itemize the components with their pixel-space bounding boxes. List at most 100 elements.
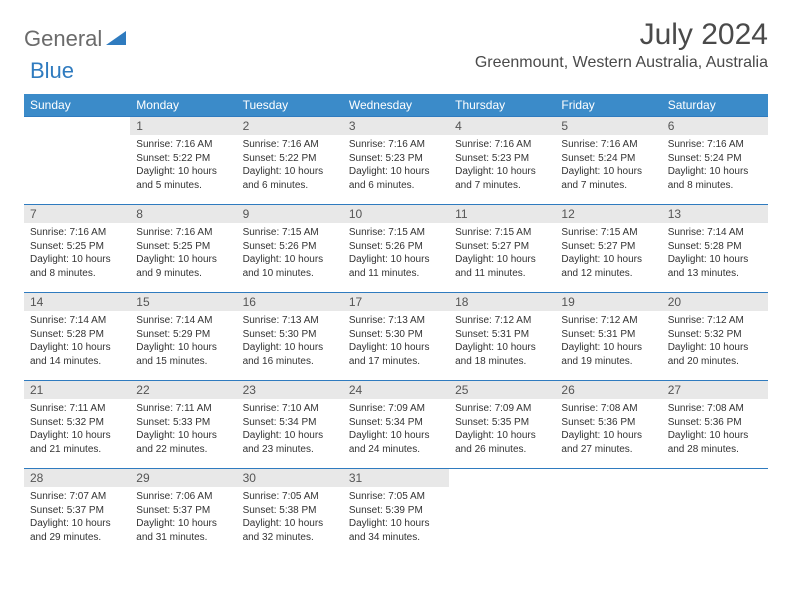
day-number: 22 xyxy=(130,381,236,399)
dayhead-sat: Saturday xyxy=(662,94,768,117)
day-body: Sunrise: 7:09 AMSunset: 5:34 PMDaylight:… xyxy=(343,399,449,460)
day-body: Sunrise: 7:16 AMSunset: 5:25 PMDaylight:… xyxy=(24,223,130,284)
title-block: July 2024 Greenmount, Western Australia,… xyxy=(475,18,768,72)
sunrise: Sunrise: 7:15 AM xyxy=(349,226,443,240)
day-cell: 24Sunrise: 7:09 AMSunset: 5:34 PMDayligh… xyxy=(343,381,449,469)
sunrise: Sunrise: 7:05 AM xyxy=(243,490,337,504)
day-cell: 17Sunrise: 7:13 AMSunset: 5:30 PMDayligh… xyxy=(343,293,449,381)
dayhead-mon: Monday xyxy=(130,94,236,117)
sunrise: Sunrise: 7:15 AM xyxy=(455,226,549,240)
daylight: Daylight: 10 hours and 8 minutes. xyxy=(668,165,762,192)
sunset: Sunset: 5:24 PM xyxy=(561,152,655,166)
daylight: Daylight: 10 hours and 20 minutes. xyxy=(668,341,762,368)
daylight: Daylight: 10 hours and 23 minutes. xyxy=(243,429,337,456)
day-number: 3 xyxy=(343,117,449,135)
dayhead-tue: Tuesday xyxy=(237,94,343,117)
sunset: Sunset: 5:30 PM xyxy=(243,328,337,342)
sunset: Sunset: 5:32 PM xyxy=(30,416,124,430)
sunrise: Sunrise: 7:10 AM xyxy=(243,402,337,416)
sunrise: Sunrise: 7:12 AM xyxy=(561,314,655,328)
day-number: 28 xyxy=(24,469,130,487)
day-body: Sunrise: 7:16 AMSunset: 5:22 PMDaylight:… xyxy=(237,135,343,196)
sunset: Sunset: 5:39 PM xyxy=(349,504,443,518)
day-cell: 21Sunrise: 7:11 AMSunset: 5:32 PMDayligh… xyxy=(24,381,130,469)
sunrise: Sunrise: 7:14 AM xyxy=(136,314,230,328)
day-body: Sunrise: 7:16 AMSunset: 5:24 PMDaylight:… xyxy=(662,135,768,196)
daylight: Daylight: 10 hours and 13 minutes. xyxy=(668,253,762,280)
day-body: Sunrise: 7:16 AMSunset: 5:22 PMDaylight:… xyxy=(130,135,236,196)
day-cell: 18Sunrise: 7:12 AMSunset: 5:31 PMDayligh… xyxy=(449,293,555,381)
sunset: Sunset: 5:37 PM xyxy=(30,504,124,518)
day-number: 6 xyxy=(662,117,768,135)
day-cell: 7Sunrise: 7:16 AMSunset: 5:25 PMDaylight… xyxy=(24,205,130,293)
day-cell: 19Sunrise: 7:12 AMSunset: 5:31 PMDayligh… xyxy=(555,293,661,381)
daylight: Daylight: 10 hours and 14 minutes. xyxy=(30,341,124,368)
sunrise: Sunrise: 7:16 AM xyxy=(30,226,124,240)
sunset: Sunset: 5:30 PM xyxy=(349,328,443,342)
day-number: 7 xyxy=(24,205,130,223)
day-body: Sunrise: 7:12 AMSunset: 5:31 PMDaylight:… xyxy=(555,311,661,372)
sunrise: Sunrise: 7:11 AM xyxy=(30,402,124,416)
day-cell: 16Sunrise: 7:13 AMSunset: 5:30 PMDayligh… xyxy=(237,293,343,381)
sunrise: Sunrise: 7:13 AM xyxy=(349,314,443,328)
daylight: Daylight: 10 hours and 34 minutes. xyxy=(349,517,443,544)
day-cell: 10Sunrise: 7:15 AMSunset: 5:26 PMDayligh… xyxy=(343,205,449,293)
sunset: Sunset: 5:22 PM xyxy=(136,152,230,166)
sunset: Sunset: 5:31 PM xyxy=(561,328,655,342)
daylight: Daylight: 10 hours and 11 minutes. xyxy=(349,253,443,280)
day-number: 9 xyxy=(237,205,343,223)
daylight: Daylight: 10 hours and 28 minutes. xyxy=(668,429,762,456)
day-number: 5 xyxy=(555,117,661,135)
day-body: Sunrise: 7:16 AMSunset: 5:24 PMDaylight:… xyxy=(555,135,661,196)
day-number: 27 xyxy=(662,381,768,399)
day-number: 24 xyxy=(343,381,449,399)
sunrise: Sunrise: 7:11 AM xyxy=(136,402,230,416)
day-number: 14 xyxy=(24,293,130,311)
sunrise: Sunrise: 7:08 AM xyxy=(561,402,655,416)
sunrise: Sunrise: 7:09 AM xyxy=(349,402,443,416)
daylight: Daylight: 10 hours and 26 minutes. xyxy=(455,429,549,456)
day-cell xyxy=(24,117,130,205)
day-cell: 22Sunrise: 7:11 AMSunset: 5:33 PMDayligh… xyxy=(130,381,236,469)
day-cell: 12Sunrise: 7:15 AMSunset: 5:27 PMDayligh… xyxy=(555,205,661,293)
day-cell: 1Sunrise: 7:16 AMSunset: 5:22 PMDaylight… xyxy=(130,117,236,205)
day-number: 8 xyxy=(130,205,236,223)
daylight: Daylight: 10 hours and 10 minutes. xyxy=(243,253,337,280)
sunrise: Sunrise: 7:12 AM xyxy=(455,314,549,328)
daylight: Daylight: 10 hours and 6 minutes. xyxy=(349,165,443,192)
sunset: Sunset: 5:38 PM xyxy=(243,504,337,518)
day-body: Sunrise: 7:16 AMSunset: 5:25 PMDaylight:… xyxy=(130,223,236,284)
day-number: 23 xyxy=(237,381,343,399)
sunset: Sunset: 5:28 PM xyxy=(30,328,124,342)
day-cell xyxy=(449,469,555,557)
sunrise: Sunrise: 7:15 AM xyxy=(561,226,655,240)
day-cell xyxy=(555,469,661,557)
day-number: 16 xyxy=(237,293,343,311)
daylight: Daylight: 10 hours and 7 minutes. xyxy=(561,165,655,192)
day-number: 26 xyxy=(555,381,661,399)
day-number: 4 xyxy=(449,117,555,135)
daylight: Daylight: 10 hours and 6 minutes. xyxy=(243,165,337,192)
sunset: Sunset: 5:32 PM xyxy=(668,328,762,342)
day-cell: 4Sunrise: 7:16 AMSunset: 5:23 PMDaylight… xyxy=(449,117,555,205)
sunset: Sunset: 5:36 PM xyxy=(668,416,762,430)
day-cell: 29Sunrise: 7:06 AMSunset: 5:37 PMDayligh… xyxy=(130,469,236,557)
daylight: Daylight: 10 hours and 32 minutes. xyxy=(243,517,337,544)
logo-word1: General xyxy=(24,26,102,52)
day-body: Sunrise: 7:10 AMSunset: 5:34 PMDaylight:… xyxy=(237,399,343,460)
daylight: Daylight: 10 hours and 22 minutes. xyxy=(136,429,230,456)
daylight: Daylight: 10 hours and 24 minutes. xyxy=(349,429,443,456)
sunset: Sunset: 5:34 PM xyxy=(349,416,443,430)
logo-word2: Blue xyxy=(30,58,74,83)
daylight: Daylight: 10 hours and 16 minutes. xyxy=(243,341,337,368)
sunset: Sunset: 5:35 PM xyxy=(455,416,549,430)
day-cell: 30Sunrise: 7:05 AMSunset: 5:38 PMDayligh… xyxy=(237,469,343,557)
sunset: Sunset: 5:25 PM xyxy=(136,240,230,254)
day-number: 29 xyxy=(130,469,236,487)
week-row: 1Sunrise: 7:16 AMSunset: 5:22 PMDaylight… xyxy=(24,117,768,205)
day-body: Sunrise: 7:07 AMSunset: 5:37 PMDaylight:… xyxy=(24,487,130,548)
daylight: Daylight: 10 hours and 11 minutes. xyxy=(455,253,549,280)
sunset: Sunset: 5:26 PM xyxy=(243,240,337,254)
dayhead-fri: Friday xyxy=(555,94,661,117)
daylight: Daylight: 10 hours and 18 minutes. xyxy=(455,341,549,368)
